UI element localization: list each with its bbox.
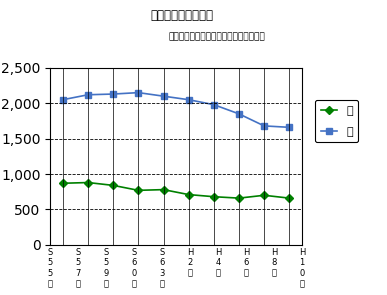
畑 <box>136 91 141 94</box>
Line: 田: 田 <box>60 180 292 201</box>
田 <box>86 181 91 184</box>
Text: H
1
0
年: H 1 0 年 <box>299 248 305 288</box>
畑 <box>60 98 65 101</box>
田 <box>237 196 241 200</box>
Text: 経営耕地面積の推移: 経営耕地面積の推移 <box>151 9 213 22</box>
畑 <box>237 112 241 116</box>
田 <box>161 188 166 191</box>
Text: S
5
9
年: S 5 9 年 <box>104 248 109 288</box>
Text: 出典：「北海道農業基本調査概況調査」: 出典：「北海道農業基本調査概況調査」 <box>168 32 265 42</box>
Text: S
5
5
年: S 5 5 年 <box>48 248 53 288</box>
畑 <box>111 92 116 96</box>
畑 <box>287 126 292 129</box>
Line: 畑: 畑 <box>60 90 292 130</box>
畑 <box>187 98 191 101</box>
Text: H
8
年: H 8 年 <box>271 248 277 288</box>
田 <box>60 181 65 185</box>
田 <box>211 195 216 199</box>
Text: H
2
年: H 2 年 <box>187 248 193 288</box>
畑 <box>161 94 166 98</box>
田 <box>187 193 191 196</box>
田 <box>262 194 266 197</box>
Text: S
6
0
年: S 6 0 年 <box>132 248 137 288</box>
Text: H
6
年: H 6 年 <box>243 248 249 288</box>
田 <box>136 189 141 192</box>
Text: S
6
3
年: S 6 3 年 <box>159 248 165 288</box>
畑 <box>262 124 266 128</box>
田 <box>287 196 292 200</box>
Legend: 田, 畑: 田, 畑 <box>315 100 358 142</box>
畑 <box>86 93 91 96</box>
田 <box>111 183 116 187</box>
Text: H
4
年: H 4 年 <box>215 248 221 288</box>
Text: S
5
7
年: S 5 7 年 <box>75 248 81 288</box>
畑 <box>211 103 216 106</box>
